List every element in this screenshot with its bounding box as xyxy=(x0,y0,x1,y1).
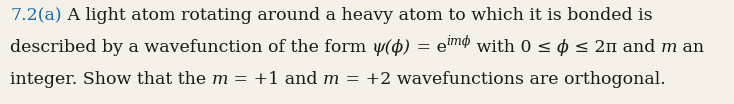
Text: described by a wavefunction of the form: described by a wavefunction of the form xyxy=(10,39,371,56)
Text: = e: = e xyxy=(411,39,446,56)
Text: m: m xyxy=(323,71,340,88)
Text: m: m xyxy=(211,71,228,88)
Text: integer. Show that the: integer. Show that the xyxy=(10,71,211,88)
Text: imϕ: imϕ xyxy=(446,35,471,48)
Text: m: m xyxy=(661,39,677,56)
Text: ≤ 2π and: ≤ 2π and xyxy=(569,39,661,56)
Text: = +1 and: = +1 and xyxy=(228,71,323,88)
Text: ψ(ϕ): ψ(ϕ) xyxy=(371,39,411,56)
Text: A light atom rotating around a heavy atom to which it is bonded is: A light atom rotating around a heavy ato… xyxy=(62,7,653,24)
Text: ϕ: ϕ xyxy=(557,39,569,56)
Text: with 0 ≤: with 0 ≤ xyxy=(471,39,557,56)
Text: 7.2(a): 7.2(a) xyxy=(10,7,62,24)
Text: = +2 wavefunctions are orthogonal.: = +2 wavefunctions are orthogonal. xyxy=(340,71,666,88)
Text: an: an xyxy=(677,39,705,56)
